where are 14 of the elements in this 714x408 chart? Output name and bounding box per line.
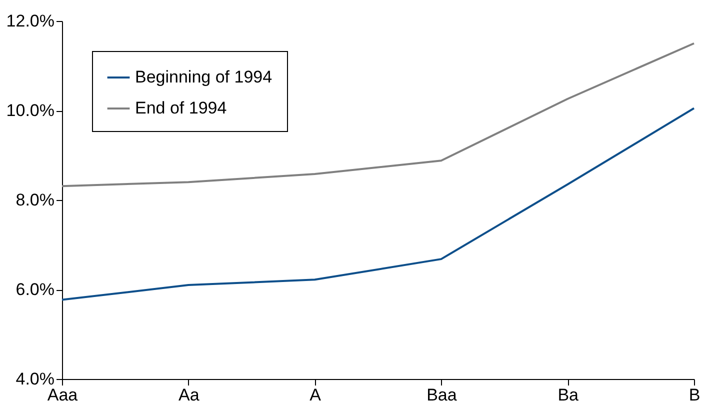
y-tick-label: 6.0% (16, 280, 54, 299)
y-tick-label: 4.0% (16, 370, 54, 388)
line-series (61, 42, 695, 188)
x-tick-label: Baa (426, 386, 458, 404)
y-tick-label: 12.0% (6, 12, 54, 30)
x-tick-label: Ba (558, 386, 580, 404)
legend-label: Beginning of 1994 (135, 68, 272, 86)
legend-label: End of 1994 (135, 98, 227, 118)
x-tick-label: B (688, 386, 700, 404)
x-tick-label: Aa (178, 386, 200, 404)
x-tick-label: A (310, 386, 322, 404)
y-tick-label: 8.0% (16, 190, 54, 210)
y-tick-label: 10.0% (6, 101, 54, 120)
x-tick-label: Aaa (47, 386, 78, 404)
